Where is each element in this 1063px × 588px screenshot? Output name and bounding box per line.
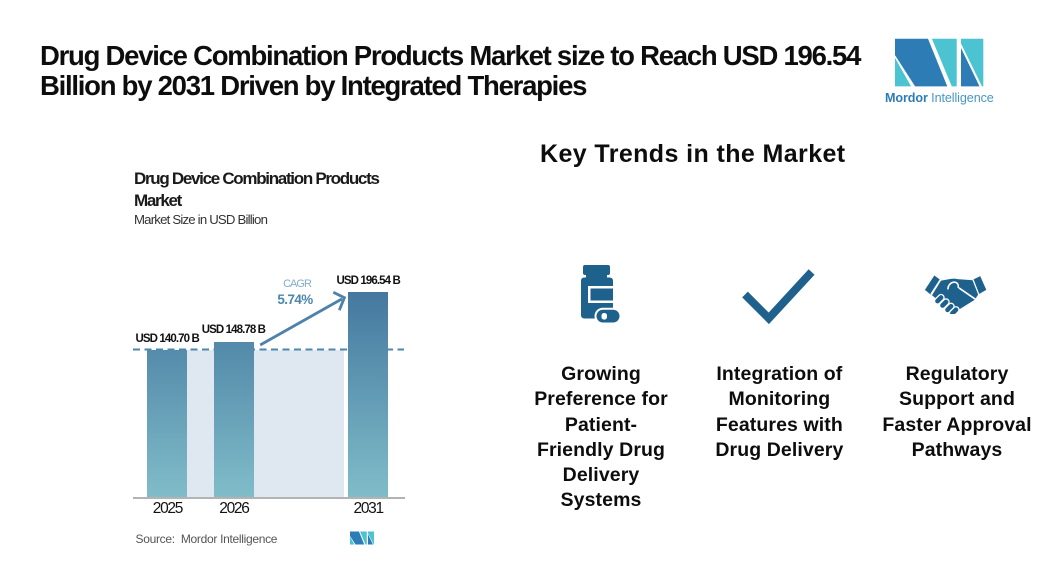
svg-text:Mordor Intelligence: Mordor Intelligence bbox=[885, 91, 994, 105]
